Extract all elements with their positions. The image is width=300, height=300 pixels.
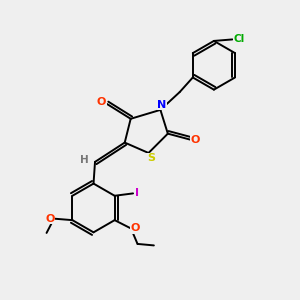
- Text: O: O: [130, 224, 140, 233]
- Text: Cl: Cl: [233, 34, 244, 44]
- Text: H: H: [80, 154, 89, 164]
- Text: O: O: [191, 135, 200, 145]
- Text: S: S: [147, 153, 155, 163]
- Text: I: I: [135, 188, 139, 198]
- Text: O: O: [97, 98, 106, 107]
- Text: N: N: [157, 100, 167, 110]
- Text: O: O: [45, 214, 55, 224]
